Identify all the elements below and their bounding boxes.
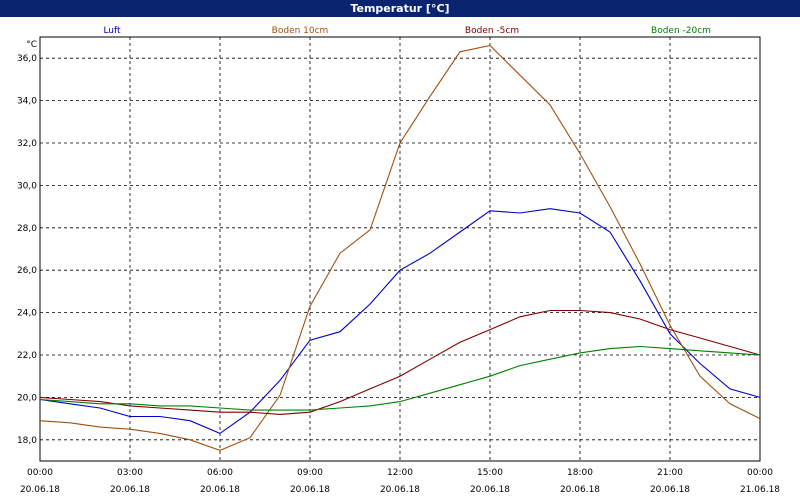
legend-entry-0: Luft — [103, 26, 121, 36]
x-tick-date: 20.06.18 — [200, 485, 240, 495]
series-line-1 — [39, 44, 761, 451]
legend-entry-3: Boden -20cm — [651, 26, 711, 36]
legend-entry-1: Boden 10cm — [272, 26, 329, 36]
x-tick-date: 20.06.18 — [560, 485, 600, 495]
x-tick-date: 20.06.18 — [470, 485, 510, 495]
x-tick-date: 20.06.18 — [20, 485, 60, 495]
y-tick-label: 30,0 — [17, 181, 37, 191]
legend-entry-2: Boden -5cm — [465, 26, 519, 36]
x-tick-date: 20.06.18 — [650, 485, 690, 495]
series-line-2 — [39, 309, 761, 415]
x-tick-time: 00:00 — [747, 468, 773, 478]
y-tick-label: 36,0 — [17, 54, 37, 64]
x-tick-date: 20.06.18 — [380, 485, 420, 495]
y-tick-label: 18,0 — [17, 436, 37, 446]
y-tick-label: 24,0 — [17, 309, 37, 319]
x-tick-time: 12:00 — [387, 468, 413, 478]
series-line-0 — [39, 208, 761, 435]
chart-title: Temperatur [°C] — [0, 0, 800, 17]
y-tick-label: 28,0 — [17, 224, 37, 234]
y-tick-label: 32,0 — [17, 139, 37, 149]
x-tick-time: 06:00 — [207, 468, 233, 478]
x-tick-date: 21.06.18 — [740, 485, 780, 495]
x-tick-date: 20.06.18 — [110, 485, 150, 495]
y-tick-label: 26,0 — [17, 266, 37, 276]
x-tick-time: 03:00 — [117, 468, 143, 478]
x-tick-time: 18:00 — [567, 468, 593, 478]
y-tick-label: 20,0 — [17, 393, 37, 403]
y-tick-label: 22,0 — [17, 351, 37, 361]
x-tick-time: 00:00 — [27, 468, 53, 478]
x-tick-date: 20.06.18 — [290, 485, 330, 495]
x-tick-time: 09:00 — [297, 468, 323, 478]
x-tick-time: 15:00 — [477, 468, 503, 478]
y-tick-label: 34,0 — [17, 97, 37, 107]
x-tick-time: 21:00 — [657, 468, 683, 478]
series-line-3 — [39, 345, 761, 411]
y-axis-unit: °C — [26, 40, 37, 50]
